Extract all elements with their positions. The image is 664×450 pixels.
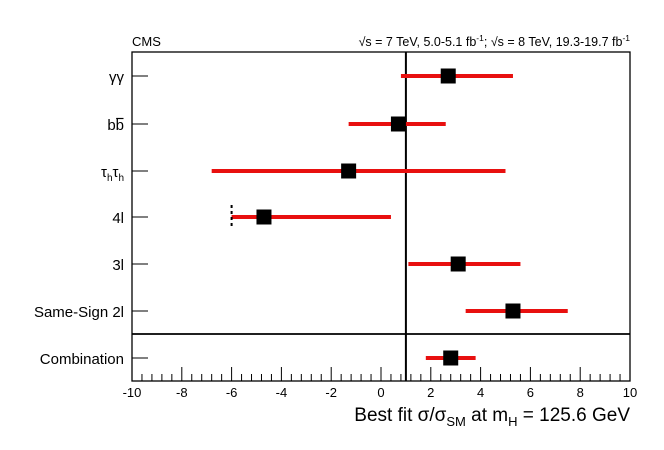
- category-label: τhτh: [101, 164, 124, 184]
- x-tick-label: 4: [477, 385, 484, 400]
- x-tick-label: -4: [276, 385, 288, 400]
- data-point-marker: [390, 116, 406, 132]
- x-tick-label: 2: [427, 385, 434, 400]
- energy-lumi-header: √s = 7 TeV, 5.0-5.1 fb-1; √s = 8 TeV, 19…: [359, 33, 631, 49]
- data-point-marker: [256, 209, 272, 225]
- x-axis-title: Best fit σ/σSM at mH = 125.6 GeV: [354, 405, 630, 429]
- category-label: bb: [107, 117, 124, 134]
- experiment-label: CMS: [132, 34, 161, 49]
- category-label: 3l: [112, 257, 124, 274]
- axis-ticks: [131, 75, 631, 381]
- x-tick-label: -10: [123, 385, 142, 400]
- x-tick-label: -8: [176, 385, 188, 400]
- data-point-marker: [443, 350, 459, 366]
- x-tick-label: -2: [325, 385, 337, 400]
- separator-lines: [132, 52, 630, 381]
- x-tick-label: 0: [377, 385, 384, 400]
- category-label: Combination: [40, 351, 124, 368]
- category-label: Same-Sign 2l: [34, 304, 124, 321]
- x-tick-label: 8: [577, 385, 584, 400]
- category-label: γγ: [109, 69, 125, 86]
- markers: [256, 68, 521, 366]
- data-point-marker: [450, 256, 466, 272]
- data-point-marker: [341, 163, 357, 179]
- data-point-marker: [505, 303, 521, 319]
- category-label: 4l: [112, 210, 124, 227]
- x-tick-label: 6: [527, 385, 534, 400]
- data-point-marker: [440, 68, 456, 84]
- x-tick-label: -6: [226, 385, 238, 400]
- text-labels: -10 -8 -6 -4 -2 0 2 4 6 8 10 γγ bb τhτh 4l 3l Same-Sign …: [34, 33, 637, 429]
- x-tick-label: 10: [623, 385, 637, 400]
